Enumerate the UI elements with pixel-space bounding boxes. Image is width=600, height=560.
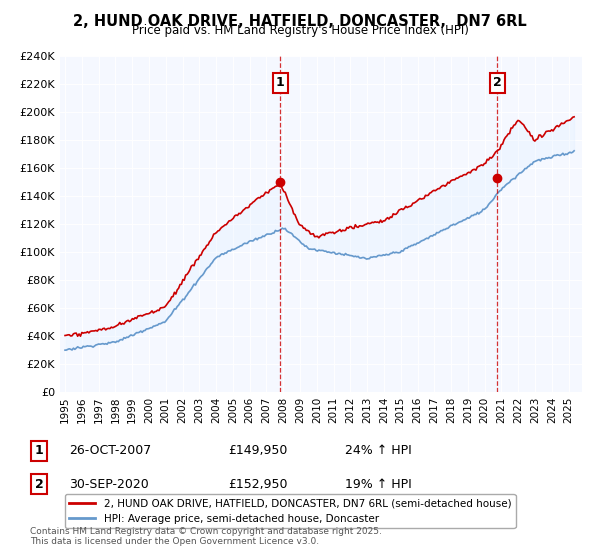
Text: £152,950: £152,950 <box>228 478 287 491</box>
Text: Contains HM Land Registry data © Crown copyright and database right 2025.
This d: Contains HM Land Registry data © Crown c… <box>30 526 382 546</box>
Text: 2, HUND OAK DRIVE, HATFIELD, DONCASTER,  DN7 6RL: 2, HUND OAK DRIVE, HATFIELD, DONCASTER, … <box>73 14 527 29</box>
Text: £149,950: £149,950 <box>228 444 287 458</box>
Text: Price paid vs. HM Land Registry's House Price Index (HPI): Price paid vs. HM Land Registry's House … <box>131 24 469 37</box>
Text: 2: 2 <box>493 76 502 90</box>
Text: 30-SEP-2020: 30-SEP-2020 <box>69 478 149 491</box>
Text: 19% ↑ HPI: 19% ↑ HPI <box>345 478 412 491</box>
Text: 1: 1 <box>35 444 43 458</box>
Text: 26-OCT-2007: 26-OCT-2007 <box>69 444 151 458</box>
Text: 1: 1 <box>276 76 284 90</box>
Text: 24% ↑ HPI: 24% ↑ HPI <box>345 444 412 458</box>
Text: 2: 2 <box>35 478 43 491</box>
Legend: 2, HUND OAK DRIVE, HATFIELD, DONCASTER, DN7 6RL (semi-detached house), HPI: Aver: 2, HUND OAK DRIVE, HATFIELD, DONCASTER, … <box>65 494 515 528</box>
